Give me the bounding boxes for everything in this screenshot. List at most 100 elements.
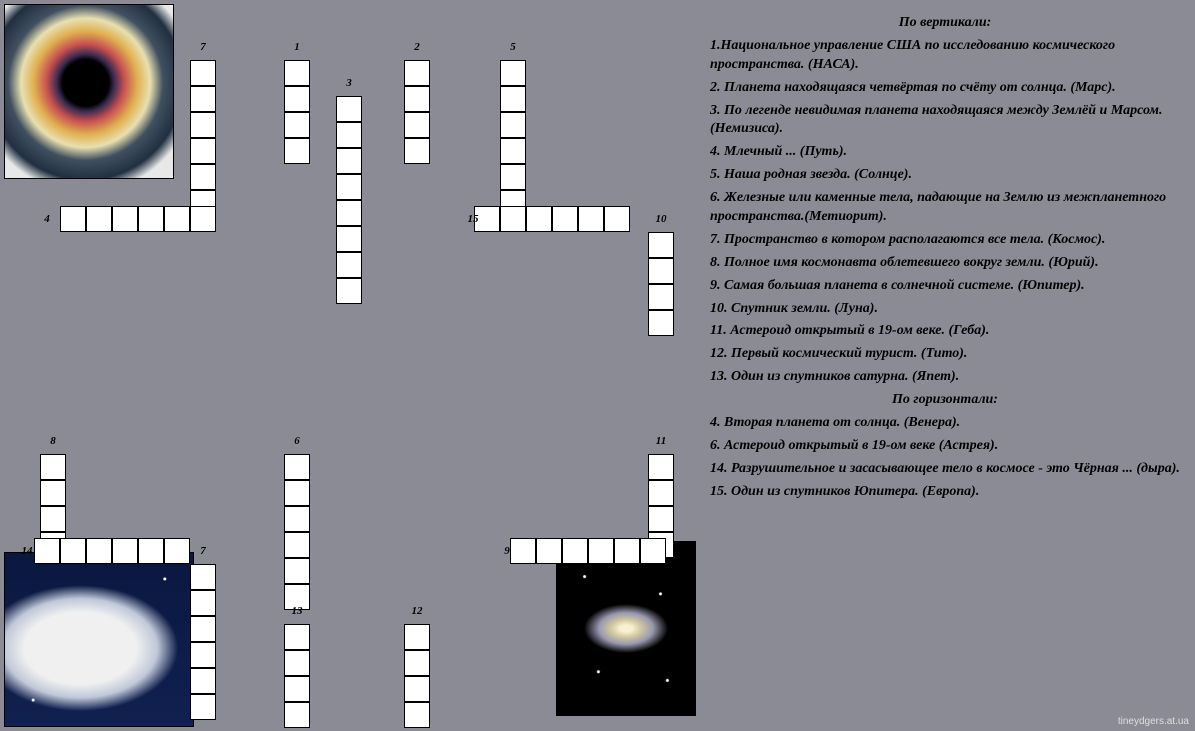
crossword-cell[interactable] (336, 252, 362, 278)
crossword-cell[interactable] (190, 138, 216, 164)
crossword-cell[interactable] (138, 206, 164, 232)
crossword-cell[interactable] (404, 86, 430, 112)
crossword-cell[interactable] (562, 538, 588, 564)
clue-number: 1 (284, 34, 310, 60)
crossword-cell[interactable] (588, 538, 614, 564)
crossword-cell[interactable] (164, 206, 190, 232)
clue-item: 9. Самая большая планета в солнечной сис… (710, 277, 1180, 296)
crossword-cell[interactable] (138, 538, 164, 564)
crossword-cell[interactable] (284, 558, 310, 584)
crossword-cell[interactable] (500, 112, 526, 138)
crossword-cell[interactable] (336, 200, 362, 226)
crossword-cell[interactable] (578, 206, 604, 232)
crossword-cell[interactable] (40, 480, 66, 506)
clue-number: 8 (40, 428, 66, 454)
crossword-cell[interactable] (190, 206, 216, 232)
crossword-cell[interactable] (526, 206, 552, 232)
crossword-cell[interactable] (284, 624, 310, 650)
crossword-cell[interactable] (404, 702, 430, 728)
crossword-cell[interactable] (190, 60, 216, 86)
clue-number: 7 (190, 538, 216, 564)
clue-item: 8. Полное имя космонавта облетевшего вок… (710, 254, 1180, 273)
crossword-cell[interactable] (40, 506, 66, 532)
crossword-cell[interactable] (284, 532, 310, 558)
crossword-cell[interactable] (336, 122, 362, 148)
crossword-cell[interactable] (112, 206, 138, 232)
clue-item: 6. Железные или каменные тела, падающие … (710, 189, 1180, 227)
vertical-heading: По вертикали: (710, 14, 1180, 33)
crossword-cell[interactable] (614, 538, 640, 564)
crossword-cell[interactable] (648, 284, 674, 310)
clue-item: 2. Планета находящаяся четвёртая по счёт… (710, 79, 1180, 98)
clue-number: 2 (404, 34, 430, 60)
crossword-cell[interactable] (648, 232, 674, 258)
clue-number: 15 (460, 206, 486, 232)
crossword-cell[interactable] (500, 164, 526, 190)
crossword-cell[interactable] (648, 480, 674, 506)
crossword-cell[interactable] (40, 454, 66, 480)
cloud-image (4, 552, 194, 727)
clue-item: 11. Астероид открытый в 19-ом веке. (Геб… (710, 322, 1180, 341)
crossword-cell[interactable] (336, 226, 362, 252)
crossword-cell[interactable] (648, 310, 674, 336)
crossword-cell[interactable] (552, 206, 578, 232)
crossword-cell[interactable] (284, 676, 310, 702)
crossword-cell[interactable] (404, 112, 430, 138)
crossword-cell[interactable] (164, 538, 190, 564)
crossword-cell[interactable] (86, 206, 112, 232)
nebula-image (4, 4, 174, 179)
crossword-cell[interactable] (640, 538, 666, 564)
crossword-cell[interactable] (404, 676, 430, 702)
crossword-cell[interactable] (60, 206, 86, 232)
clue-item: 4. Вторая планета от солнца. (Венера). (710, 414, 1180, 433)
clue-number: 14 (14, 538, 40, 564)
crossword-cell[interactable] (112, 538, 138, 564)
crossword-cell[interactable] (336, 174, 362, 200)
crossword-cell[interactable] (536, 538, 562, 564)
crossword-cell[interactable] (648, 506, 674, 532)
crossword-cell[interactable] (500, 138, 526, 164)
crossword-cell[interactable] (336, 278, 362, 304)
clue-number: 12 (404, 598, 430, 624)
clue-item: 10. Спутник земли. (Луна). (710, 300, 1180, 319)
crossword-cell[interactable] (284, 86, 310, 112)
crossword-cell[interactable] (284, 650, 310, 676)
crossword-cell[interactable] (500, 206, 526, 232)
crossword-cell[interactable] (284, 454, 310, 480)
crossword-cell[interactable] (404, 624, 430, 650)
crossword-cell[interactable] (604, 206, 630, 232)
crossword-cell[interactable] (190, 642, 216, 668)
crossword-cell[interactable] (284, 60, 310, 86)
crossword-cell[interactable] (404, 650, 430, 676)
crossword-cell[interactable] (284, 506, 310, 532)
crossword-cell[interactable] (190, 616, 216, 642)
crossword-cell[interactable] (190, 164, 216, 190)
clue-number: 11 (648, 428, 674, 454)
crossword-cell[interactable] (336, 148, 362, 174)
crossword-cell[interactable] (190, 564, 216, 590)
crossword-cell[interactable] (284, 112, 310, 138)
crossword-cell[interactable] (190, 590, 216, 616)
crossword-cell[interactable] (500, 60, 526, 86)
crossword-cell[interactable] (190, 694, 216, 720)
clue-item: 1.Национальное управление США по исследо… (710, 37, 1180, 75)
crossword-cell[interactable] (404, 60, 430, 86)
crossword-cell[interactable] (60, 538, 86, 564)
crossword-cell[interactable] (284, 138, 310, 164)
crossword-cell[interactable] (284, 702, 310, 728)
crossword-cell[interactable] (500, 86, 526, 112)
crossword-cell[interactable] (648, 258, 674, 284)
crossword-cell[interactable] (86, 538, 112, 564)
crossword-cell[interactable] (336, 96, 362, 122)
clue-item: 4. Млечный ... (Путь). (710, 143, 1180, 162)
crossword-cell[interactable] (404, 138, 430, 164)
crossword-cell[interactable] (284, 480, 310, 506)
crossword-cell[interactable] (190, 86, 216, 112)
crossword-cell[interactable] (190, 112, 216, 138)
clue-number: 6 (284, 428, 310, 454)
galaxy-image (556, 541, 696, 716)
crossword-cell[interactable] (190, 668, 216, 694)
clue-number: 3 (336, 70, 362, 96)
crossword-cell[interactable] (648, 454, 674, 480)
clues-panel: По вертикали: 1.Национальное управление … (710, 10, 1180, 506)
